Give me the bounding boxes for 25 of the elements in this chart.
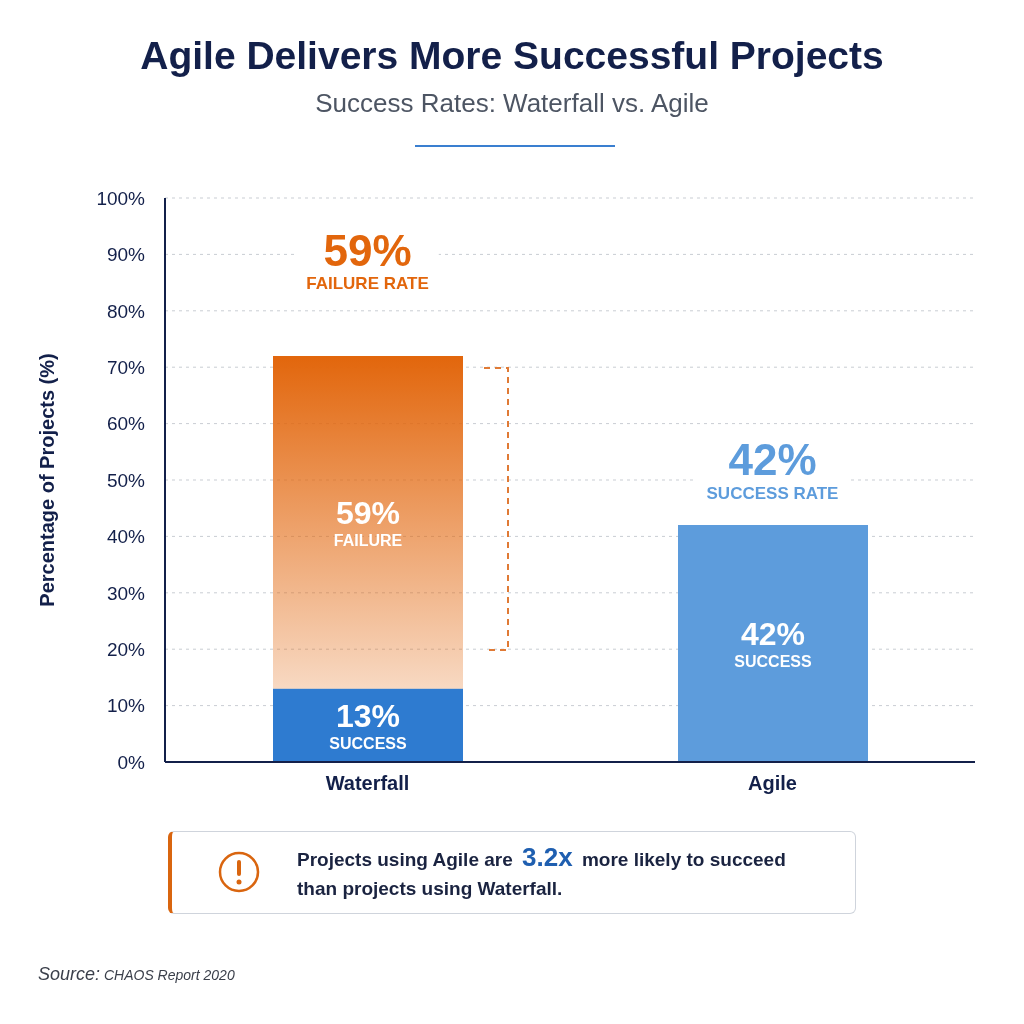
y-axis-title: Percentage of Projects (%) xyxy=(35,353,59,607)
bar xyxy=(273,355,463,689)
chart-subtitle: Success Rates: Waterfall vs. Agile xyxy=(314,88,710,119)
y-tick-label: 60% xyxy=(106,413,146,435)
y-tick-label: 30% xyxy=(106,582,146,604)
y-tick-label: 100% xyxy=(96,187,146,209)
callout-box: Projects using Agile are 3.2x more likely to succeed than projects using Waterfall. xyxy=(168,831,856,914)
data-label: 13% SUCCESS xyxy=(329,697,407,752)
y-tick-label: 90% xyxy=(106,244,146,266)
annotation: 59% FAILURE RATE xyxy=(306,225,429,294)
x-tick-label: Waterfall xyxy=(325,772,410,795)
y-tick-label: 80% xyxy=(106,300,146,322)
y-tick-label: 40% xyxy=(106,526,146,548)
annotation: 42% SUCCESS RATE xyxy=(706,435,839,504)
x-tick-label: Agile xyxy=(748,772,797,795)
bar xyxy=(678,525,868,762)
y-tick-label: 0% xyxy=(117,751,146,773)
y-tick-label: 20% xyxy=(106,638,146,660)
data-label: 42% SUCCESS xyxy=(734,615,812,670)
y-tick-label: 10% xyxy=(106,695,146,717)
chart-title: Agile Delivers More Successful Projects xyxy=(139,34,885,78)
data-label: 59% FAILURE xyxy=(333,494,403,549)
y-tick-label: 50% xyxy=(106,469,146,491)
y-tick-label: 70% xyxy=(106,356,146,378)
source-note: Source: CHAOS Report 2020 xyxy=(38,964,235,984)
